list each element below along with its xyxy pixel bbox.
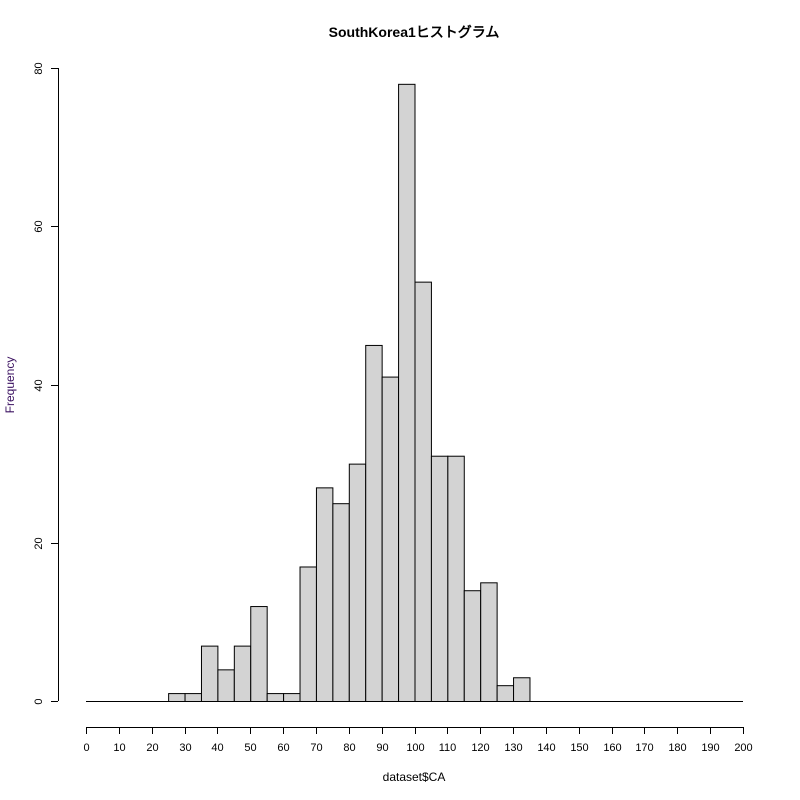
histogram-bar bbox=[496, 685, 515, 702]
y-tick-label: 60 bbox=[33, 220, 45, 232]
y-tick-label: 40 bbox=[33, 379, 45, 391]
bars-group bbox=[86, 83, 743, 703]
x-tick-label: 80 bbox=[343, 742, 355, 754]
x-tick-label: 50 bbox=[244, 742, 256, 754]
histogram-bar bbox=[184, 693, 202, 703]
histogram-bar bbox=[447, 455, 465, 702]
x-tick-label: 140 bbox=[537, 742, 555, 754]
histogram-bar bbox=[299, 566, 317, 702]
x-tick-label: 60 bbox=[277, 742, 289, 754]
histogram-bar bbox=[217, 669, 235, 702]
histogram-bar bbox=[398, 83, 416, 702]
histogram-bar bbox=[315, 487, 334, 702]
x-tick-label: 160 bbox=[603, 742, 621, 754]
histogram-bar bbox=[463, 590, 482, 702]
x-tick-label: 40 bbox=[211, 742, 223, 754]
x-tick-label: 0 bbox=[83, 742, 89, 754]
histogram-bar bbox=[430, 455, 449, 702]
x-tick-label: 30 bbox=[179, 742, 191, 754]
x-tick-label: 20 bbox=[146, 742, 158, 754]
x-tick-label: 170 bbox=[635, 742, 653, 754]
x-tick-label: 120 bbox=[471, 742, 489, 754]
histogram-bar bbox=[250, 606, 268, 702]
histogram-bar bbox=[332, 503, 350, 702]
histogram-bar bbox=[365, 344, 383, 702]
chart-title: SouthKorea1ヒストグラム bbox=[329, 24, 500, 40]
x-tick-label: 100 bbox=[406, 742, 424, 754]
x-axis-label: dataset$CA bbox=[383, 770, 446, 784]
histogram-bar bbox=[168, 693, 186, 703]
x-tick-label: 110 bbox=[439, 742, 457, 754]
histogram-bar bbox=[233, 645, 252, 702]
histogram-bar bbox=[348, 463, 367, 702]
y-axis-label: Frequency bbox=[3, 357, 17, 414]
x-axis: 0 10 20 30 40 50 60 70 80 90 100 110 120 130 140 150 160… bbox=[83, 727, 753, 754]
x-tick-label: 190 bbox=[701, 742, 719, 754]
histogram-bar bbox=[414, 281, 432, 702]
x-tick-label: 130 bbox=[504, 742, 522, 754]
x-tick-label: 200 bbox=[734, 742, 752, 754]
histogram-bar bbox=[266, 693, 285, 703]
histogram-bar bbox=[200, 645, 219, 702]
histogram-bar bbox=[283, 693, 301, 703]
histogram-bar bbox=[513, 677, 531, 703]
x-tick-label: 10 bbox=[113, 742, 125, 754]
y-tick-label: 20 bbox=[33, 537, 45, 549]
x-tick-label: 90 bbox=[376, 742, 388, 754]
y-tick-label: 80 bbox=[33, 62, 45, 74]
x-tick-label: 180 bbox=[668, 742, 686, 754]
histogram-bar bbox=[480, 582, 498, 702]
y-axis: 0 20 40 60 80 bbox=[33, 62, 59, 705]
y-tick-label: 0 bbox=[33, 698, 45, 704]
x-tick-label: 150 bbox=[570, 742, 588, 754]
histogram-bar bbox=[381, 376, 400, 702]
x-tick-label: 70 bbox=[310, 742, 322, 754]
